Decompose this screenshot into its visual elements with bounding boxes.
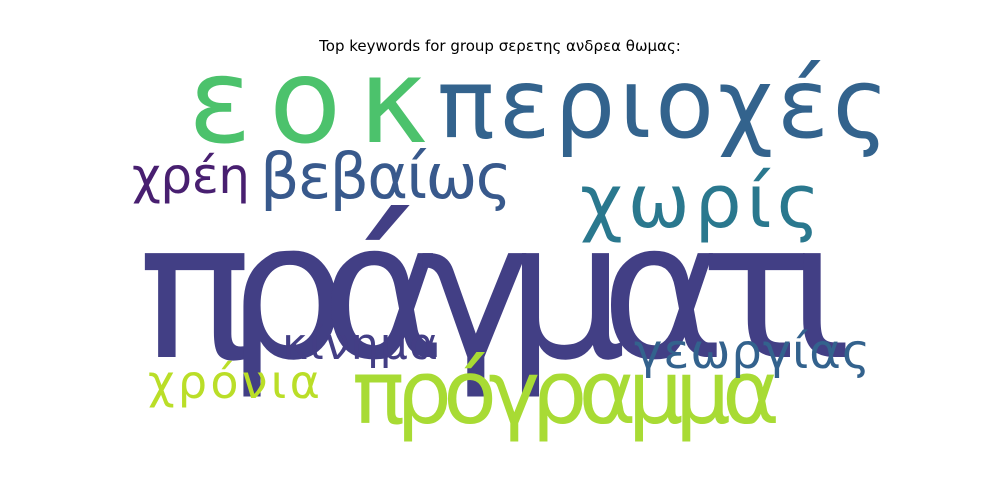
word-hrei: χρέη [132, 147, 250, 205]
word-horis: χωρίς [580, 159, 820, 245]
word-programma: πρόγραμμα [352, 341, 780, 444]
word-hronia: χρόνια [148, 355, 320, 409]
word-periohes: περιοχές [437, 48, 889, 160]
chart-title: Top keywords for group σερετης ανδρεα θω… [319, 37, 681, 55]
word-vevaios: βεβαίως [260, 140, 512, 213]
word-georgias: γεωργίας [634, 324, 870, 380]
word-eok: εοκ [188, 32, 428, 170]
word-pragmati: πράγματι [138, 181, 852, 402]
